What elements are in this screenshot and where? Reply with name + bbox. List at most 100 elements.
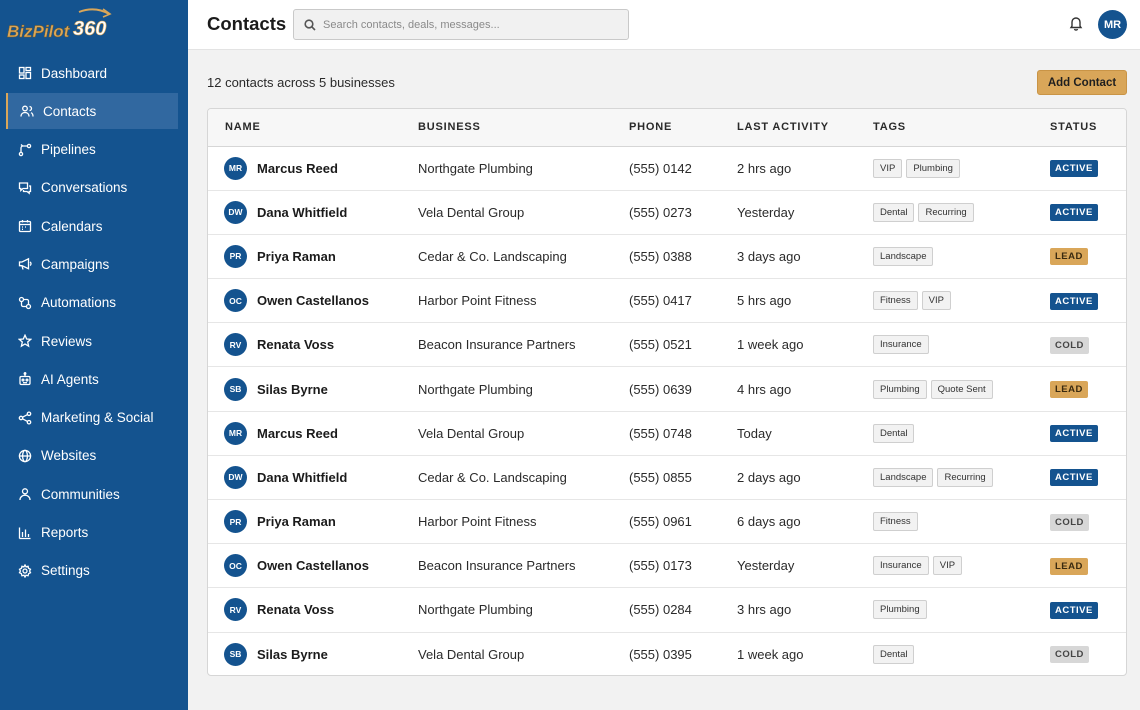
avatar: PR — [224, 244, 247, 268]
pipelines-icon — [18, 143, 32, 157]
business-cell: Beacon Insurance Partners — [418, 558, 576, 574]
tags-cell: Dental Recurring — [873, 190, 1050, 234]
user-avatar[interactable]: MR — [1098, 10, 1127, 39]
contact-name[interactable]: Dana Whitfield — [257, 469, 348, 485]
table-row[interactable]: SB Silas Byrne Vela Dental Group (555) 0395… — [208, 632, 1126, 675]
tag-badge[interactable]: Fitness — [873, 512, 918, 532]
contact-name[interactable]: Renata Voss — [257, 602, 335, 618]
tag-badge[interactable]: Landscape — [873, 246, 934, 266]
tag-badge[interactable]: Dental — [873, 423, 915, 443]
tag-badge[interactable]: VIP — [932, 556, 963, 576]
contact-name[interactable]: Priya Raman — [257, 248, 336, 264]
table-row[interactable]: OC Owen Castellanos Beacon Insurance Partn… — [208, 544, 1126, 588]
table-row[interactable]: PR Priya Raman Harbor Point Fitness (555) 0… — [208, 500, 1126, 544]
tag-badge[interactable]: Plumbing — [873, 379, 927, 399]
sidebar-item-websites[interactable]: Websites — [0, 438, 188, 474]
table-row[interactable]: MR Marcus Reed Northgate Plumbing (555) 014… — [208, 146, 1126, 191]
search-box[interactable] — [293, 9, 629, 40]
table-row[interactable]: DW Dana Whitfield Cedar & Co. Landscaping (… — [208, 455, 1126, 500]
search-icon — [304, 18, 316, 31]
contacts-summary: 12 contacts across 5 businesses — [207, 75, 395, 90]
table-row[interactable]: MR Marcus Reed Vela Dental Group (555) 0748… — [208, 411, 1126, 456]
notifications-bell-icon[interactable] — [1068, 15, 1084, 31]
tag-badge[interactable]: Dental — [873, 202, 915, 222]
tag-badge[interactable]: Insurance — [873, 335, 929, 355]
column-header-status[interactable]: STATUS — [1050, 109, 1126, 147]
sidebar-item-calendars[interactable]: Calendars — [0, 208, 188, 244]
sidebar-item-label: Communities — [41, 486, 120, 502]
tag-badge[interactable]: Recurring — [918, 202, 974, 222]
tag-badge[interactable]: Plumbing — [906, 158, 960, 178]
sidebar-item-dashboard[interactable]: Dashboard — [0, 55, 188, 91]
sidebar-item-settings[interactable]: Settings — [0, 553, 188, 589]
status-badge: ACTIVE — [1050, 425, 1098, 443]
tags-cell: Insurance — [873, 323, 1050, 367]
contact-name-cell: DW Dana Whitfield — [208, 190, 418, 234]
tag-badge[interactable]: Plumbing — [873, 600, 927, 620]
last-activity-cell: Yesterday — [737, 204, 795, 220]
contact-name[interactable]: Priya Raman — [257, 514, 336, 530]
tag-badge[interactable]: Dental — [873, 644, 915, 664]
table-row[interactable]: RV Renata Voss Beacon Insurance Partners (5… — [208, 323, 1126, 367]
contact-name[interactable]: Owen Castellanos — [257, 558, 369, 574]
tag-badge[interactable]: Fitness — [873, 291, 918, 311]
sidebar-item-automations[interactable]: Automations — [0, 285, 188, 321]
last-activity-cell: 5 hrs ago — [737, 293, 792, 309]
contact-name[interactable]: Renata Voss — [257, 337, 335, 353]
sidebar-item-reports[interactable]: Reports — [0, 515, 188, 551]
sidebar-item-pipelines[interactable]: Pipelines — [0, 132, 188, 168]
contact-name[interactable]: Dana Whitfield — [257, 204, 348, 220]
avatar: RV — [224, 333, 247, 357]
table-row[interactable]: DW Dana Whitfield Vela Dental Group (555) 0… — [208, 190, 1126, 235]
table-row[interactable]: SB Silas Byrne Northgate Plumbing (555) 063… — [208, 367, 1126, 412]
tag-badge[interactable]: Landscape — [873, 467, 934, 487]
share-icon — [18, 411, 32, 425]
tags-cell: Fitness VIP — [873, 279, 1050, 323]
tag-badge[interactable]: VIP — [921, 291, 951, 311]
search-input[interactable] — [323, 18, 613, 31]
sidebar-item-contacts[interactable]: Contacts — [6, 93, 178, 130]
column-header-name[interactable]: NAME — [208, 109, 418, 147]
column-header-last-activity[interactable]: LAST ACTIVITY — [737, 109, 873, 147]
status-cell: ACTIVE — [1050, 279, 1126, 323]
tag-badge[interactable]: VIP — [873, 158, 903, 178]
avatar: DW — [224, 465, 247, 489]
contacts-table: NAME BUSINESS PHONE LAST ACTIVITY TAGS S… — [208, 109, 1126, 675]
page-title: Contacts — [207, 13, 287, 34]
star-icon — [18, 334, 32, 348]
contact-name[interactable]: Marcus Reed — [257, 425, 338, 441]
column-header-tags[interactable]: TAGS — [873, 109, 1050, 147]
tag-badge[interactable]: Insurance — [873, 556, 929, 576]
phone-cell: (555) 0388 — [629, 248, 692, 264]
phone-cell: (555) 0284 — [629, 602, 692, 618]
tag-badge[interactable]: Recurring — [937, 467, 993, 487]
sidebar-item-campaigns[interactable]: Campaigns — [0, 246, 188, 282]
table-row[interactable]: PR Priya Raman Cedar & Co. Landscaping (555… — [208, 234, 1126, 279]
sidebar-item-communities[interactable]: Communities — [0, 476, 188, 512]
tag-badge[interactable]: Quote Sent — [930, 379, 993, 399]
tags-cell: Landscape — [873, 234, 1050, 278]
contact-name[interactable]: Owen Castellanos — [257, 293, 369, 309]
contact-name[interactable]: Marcus Reed — [257, 160, 338, 176]
contact-name[interactable]: Silas Byrne — [257, 646, 328, 662]
sidebar-item-ai-agents[interactable]: AI Agents — [0, 361, 188, 397]
avatar: SB — [224, 377, 247, 401]
sidebar-item-marketing-social[interactable]: Marketing & Social — [0, 400, 188, 436]
sidebar-item-conversations[interactable]: Conversations — [0, 170, 188, 206]
avatar: OC — [224, 289, 247, 313]
contact-name[interactable]: Silas Byrne — [257, 381, 328, 397]
contact-name-cell: OC Owen Castellanos — [208, 544, 418, 588]
status-cell: COLD — [1050, 632, 1126, 675]
column-header-phone[interactable]: PHONE — [629, 109, 737, 147]
sidebar-item-reviews[interactable]: Reviews — [0, 323, 188, 359]
conversations-icon — [18, 181, 32, 195]
status-cell: ACTIVE — [1050, 411, 1126, 455]
sidebar-item-label: AI Agents — [41, 371, 99, 387]
table-row[interactable]: OC Owen Castellanos Harbor Point Fitness (5… — [208, 279, 1126, 323]
table-row[interactable]: RV Renata Voss Northgate Plumbing (555) 028… — [208, 588, 1126, 633]
bizpilot-logo[interactable]: BizPilot 360 — [7, 6, 113, 46]
add-contact-button[interactable]: Add Contact — [1037, 70, 1127, 95]
phone-cell: (555) 0273 — [629, 204, 692, 220]
phone-cell: (555) 0173 — [629, 558, 692, 574]
column-header-business[interactable]: BUSINESS — [418, 109, 629, 147]
